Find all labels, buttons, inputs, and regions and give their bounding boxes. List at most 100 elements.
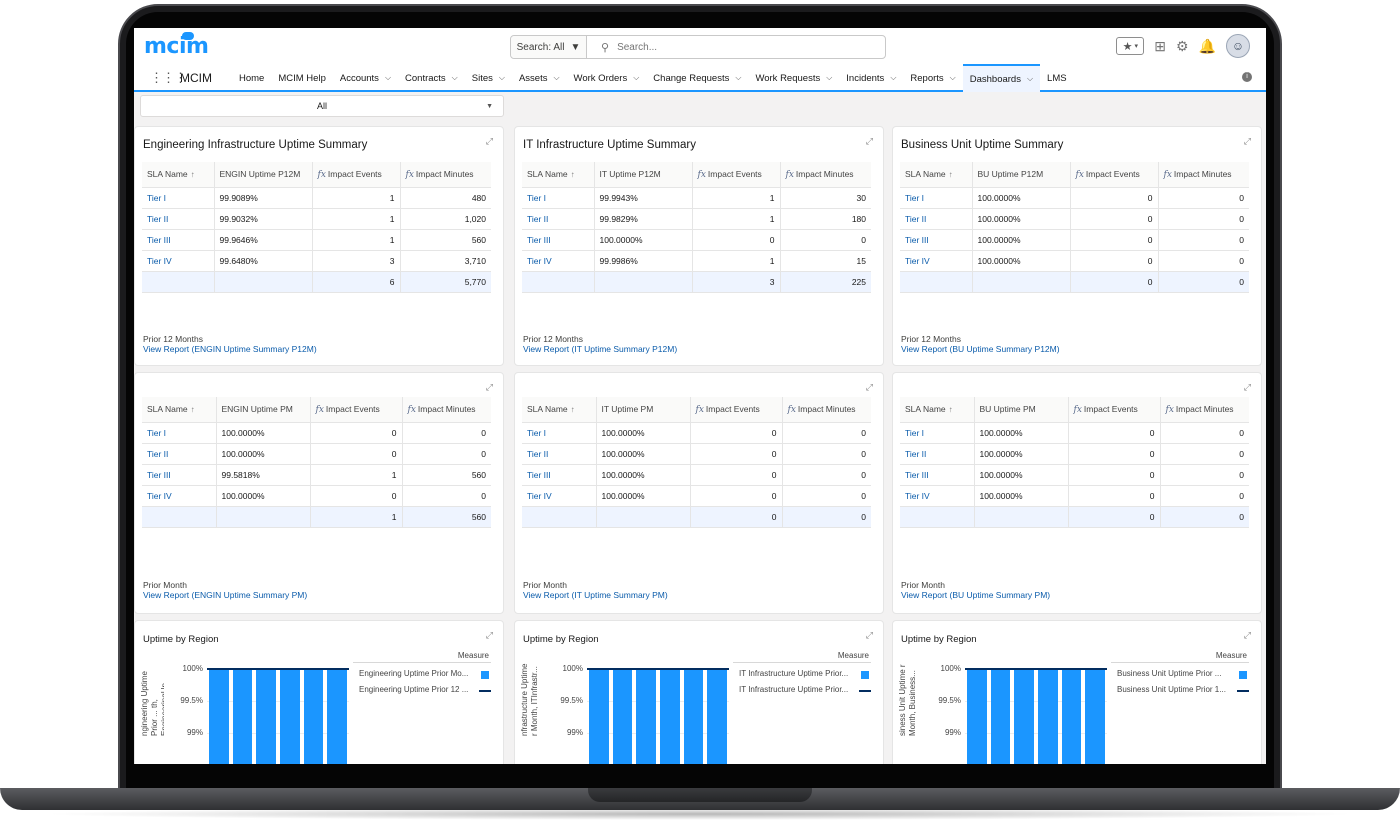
column-header[interactable]: SLA Name ↑ xyxy=(522,162,595,188)
tab-incidents[interactable]: Incidents ⌵ xyxy=(839,64,903,92)
column-header[interactable]: SLA Name ↑ xyxy=(142,397,217,423)
sla-name-link[interactable]: Tier I xyxy=(522,422,597,444)
chevron-down-icon[interactable]: ⌵ xyxy=(735,73,742,82)
legend-item[interactable]: Business Unit Uptime Prior ... xyxy=(1117,669,1222,678)
view-report-link[interactable]: View Report (BU Uptime Summary PM) xyxy=(901,590,1051,600)
view-report-link[interactable]: View Report (IT Uptime Summary P12M) xyxy=(523,344,678,354)
tab-assets[interactable]: Assets ⌵ xyxy=(512,64,567,92)
global-search[interactable]: Search: All ▼ ⚲ xyxy=(510,35,886,59)
sla-name-link[interactable]: Tier III xyxy=(142,229,215,251)
sla-name-link[interactable]: Tier IV xyxy=(900,485,975,507)
column-header[interactable]: fx Impact Events xyxy=(1068,397,1161,423)
favorites-button[interactable]: ★ ▾ xyxy=(1116,37,1145,55)
chevron-down-icon[interactable]: ⌵ xyxy=(1026,74,1034,83)
expand-icon[interactable]: ⤢ xyxy=(485,630,493,640)
sla-name-link[interactable]: Tier I xyxy=(900,187,973,209)
expand-icon[interactable]: ⤢ xyxy=(1243,630,1251,640)
legend-item[interactable]: Engineering Uptime Prior Mo... xyxy=(359,669,469,678)
sla-name-link[interactable]: Tier III xyxy=(900,229,973,251)
expand-icon[interactable]: ⤢ xyxy=(485,136,493,146)
tab-home[interactable]: Home xyxy=(232,64,271,92)
chevron-down-icon[interactable]: ⌵ xyxy=(949,73,956,82)
column-header[interactable]: fx Impact Minutes xyxy=(402,397,491,423)
column-header[interactable]: fx Impact Events xyxy=(1070,162,1159,188)
app-launcher-icon[interactable]: ⋮⋮⋮ xyxy=(150,70,187,85)
sla-name-link[interactable]: Tier III xyxy=(142,464,217,486)
tab-reports[interactable]: Reports ⌵ xyxy=(903,64,962,92)
expand-icon[interactable]: ⤢ xyxy=(865,136,873,146)
column-header[interactable]: SLA Name ↑ xyxy=(900,162,973,188)
search-input[interactable] xyxy=(617,41,858,53)
view-report-link[interactable]: View Report (BU Uptime Summary P12M) xyxy=(901,344,1060,354)
chart-bar[interactable] xyxy=(1061,669,1082,764)
chart-bar[interactable] xyxy=(589,669,609,764)
view-report-link[interactable]: View Report (ENGIN Uptime Summary P12M) xyxy=(143,344,317,354)
sla-name-link[interactable]: Tier II xyxy=(900,208,973,230)
chart-bar[interactable] xyxy=(612,669,633,764)
column-header[interactable]: fx Impact Events xyxy=(310,397,403,423)
sla-name-link[interactable]: Tier IV xyxy=(142,250,215,272)
sla-name-link[interactable]: Tier II xyxy=(522,208,595,230)
dashboard-filter-select[interactable]: All ▼ xyxy=(140,95,504,117)
expand-icon[interactable]: ⤢ xyxy=(1243,382,1251,392)
view-report-link[interactable]: View Report (IT Uptime Summary PM) xyxy=(523,590,668,600)
chart-bar[interactable] xyxy=(209,669,229,764)
sla-name-link[interactable]: Tier IV xyxy=(142,485,217,507)
tab-change-requests[interactable]: Change Requests ⌵ xyxy=(646,64,748,92)
sla-name-link[interactable]: Tier I xyxy=(900,422,975,444)
column-header[interactable]: fx Impact Minutes xyxy=(1160,397,1249,423)
column-header[interactable]: IT Uptime PM xyxy=(596,397,691,423)
column-header[interactable]: fx Impact Minutes xyxy=(782,397,871,423)
sla-name-link[interactable]: Tier I xyxy=(142,422,217,444)
sla-name-link[interactable]: Tier III xyxy=(522,464,597,486)
chevron-down-icon[interactable]: ⌵ xyxy=(384,73,392,82)
legend-item[interactable]: IT Infrastructure Uptime Prior... xyxy=(739,685,849,694)
tab-mcim-help[interactable]: MCIM Help xyxy=(271,64,333,92)
chart-bar[interactable] xyxy=(683,669,704,764)
expand-icon[interactable]: ⤢ xyxy=(865,630,873,640)
chevron-down-icon[interactable]: ⌵ xyxy=(890,73,897,82)
sla-name-link[interactable]: Tier I xyxy=(142,187,215,209)
legend-item[interactable]: IT Infrastructure Uptime Prior... xyxy=(739,669,849,678)
column-header[interactable]: SLA Name ↑ xyxy=(900,397,975,423)
tab-lms[interactable]: LMS xyxy=(1040,64,1074,92)
sla-name-link[interactable]: Tier III xyxy=(900,464,975,486)
chart-bar[interactable] xyxy=(1038,669,1058,764)
column-header[interactable]: SLA Name ↑ xyxy=(522,397,597,423)
chevron-down-icon[interactable]: ⌵ xyxy=(553,73,560,82)
chart-bar[interactable] xyxy=(327,669,347,764)
chart-bar[interactable] xyxy=(707,669,727,764)
expand-icon[interactable]: ⤢ xyxy=(865,382,873,392)
tab-accounts[interactable]: Accounts ⌵ xyxy=(333,64,398,92)
sla-name-link[interactable]: Tier II xyxy=(142,443,217,465)
column-header[interactable]: BU Uptime P12M xyxy=(972,162,1071,188)
sla-name-link[interactable]: Tier IV xyxy=(900,250,973,272)
column-header[interactable]: BU Uptime PM xyxy=(974,397,1069,423)
sla-name-link[interactable]: Tier IV xyxy=(522,485,597,507)
chart-bar[interactable] xyxy=(256,669,276,764)
user-avatar[interactable]: ☺ xyxy=(1226,34,1250,58)
chart-bar[interactable] xyxy=(990,669,1011,764)
column-header[interactable]: fx Impact Minutes xyxy=(780,162,871,188)
tab-work-orders[interactable]: Work Orders ⌵ xyxy=(567,64,647,92)
column-header[interactable]: fx Impact Events xyxy=(692,162,781,188)
expand-icon[interactable]: ⤢ xyxy=(1243,136,1251,146)
chart-bar[interactable] xyxy=(232,669,253,764)
info-icon[interactable]: i xyxy=(1242,72,1252,82)
sla-name-link[interactable]: Tier II xyxy=(900,443,975,465)
chart-bar[interactable] xyxy=(967,669,987,764)
column-header[interactable]: fx Impact Events xyxy=(312,162,401,188)
chevron-down-icon[interactable]: ⌵ xyxy=(633,73,640,82)
column-header[interactable]: SLA Name ↑ xyxy=(142,162,215,188)
chart-bar[interactable] xyxy=(1085,669,1105,764)
global-add-icon[interactable]: ⊞ xyxy=(1154,37,1166,54)
setup-gear-icon[interactable]: ⚙ xyxy=(1176,37,1189,54)
chart-bar[interactable] xyxy=(303,669,324,764)
notification-bell-icon[interactable]: 🔔 xyxy=(1198,37,1216,54)
chevron-down-icon[interactable]: ⌵ xyxy=(498,73,505,82)
chevron-down-icon[interactable]: ⌵ xyxy=(451,73,458,82)
view-report-link[interactable]: View Report (ENGIN Uptime Summary PM) xyxy=(143,590,308,600)
sla-name-link[interactable]: Tier III xyxy=(522,229,595,251)
column-header[interactable]: ENGIN Uptime P12M xyxy=(214,162,313,188)
legend-item[interactable]: Engineering Uptime Prior 12 ... xyxy=(359,685,469,694)
